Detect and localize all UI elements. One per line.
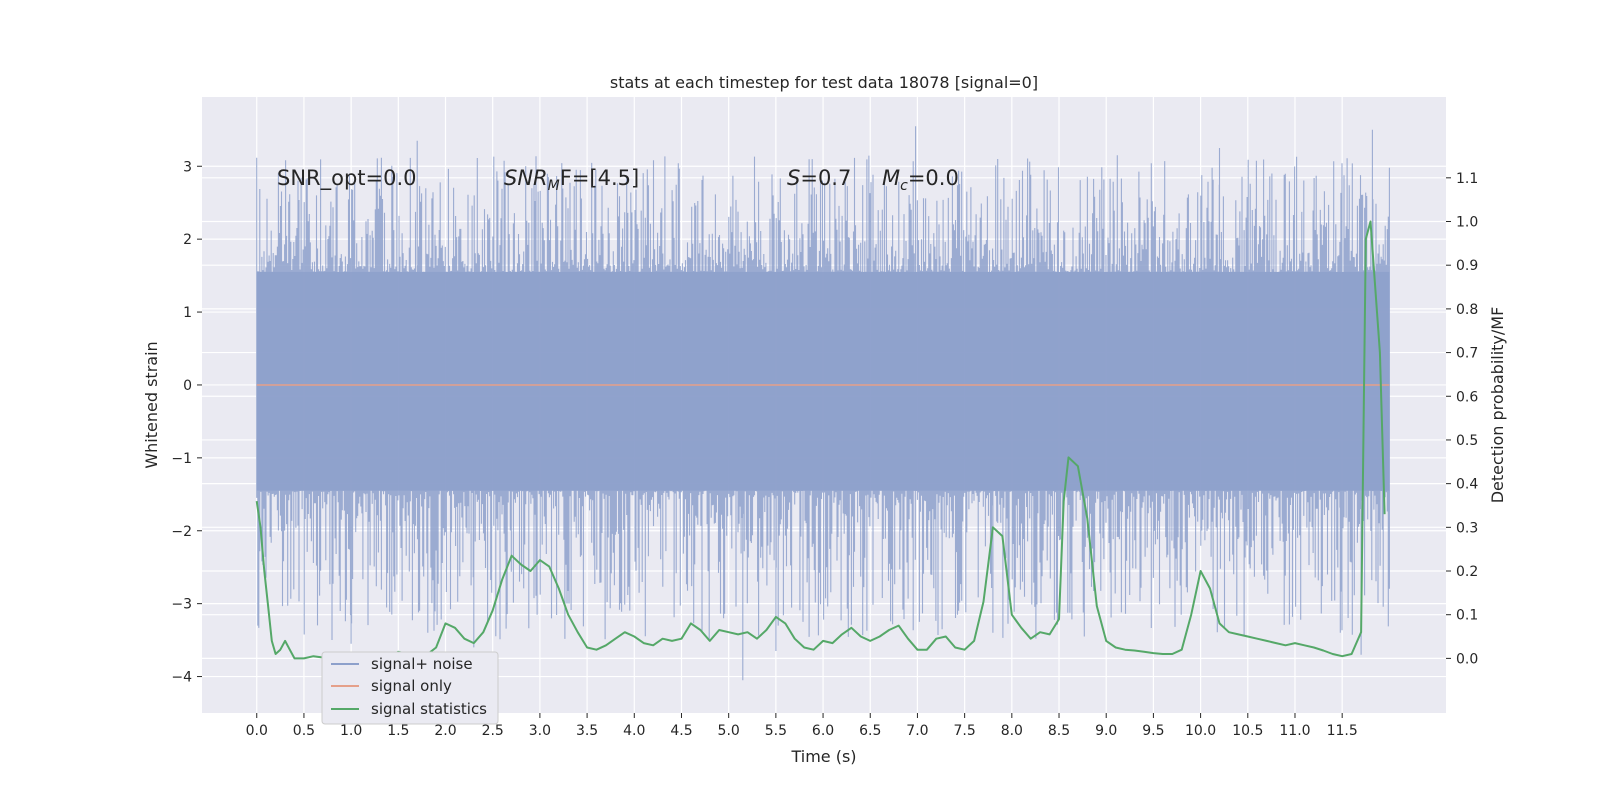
x-tick-label: 4.5	[670, 723, 692, 739]
x-tick-labels: 0.0 0.5 1.0 1.5 2.0 2.5 3.0 3.5 4.0 4.5 5.0 5.5 6.0 6…	[246, 713, 1358, 739]
y-tick-label: −4	[171, 670, 192, 686]
x-tick-label: 1.5	[387, 723, 409, 739]
y2-axis-label: Detection probability/MF	[1488, 307, 1507, 504]
x-tick-label: 11.0	[1279, 723, 1310, 739]
annotation-snr-mf-main: SNR	[504, 166, 548, 190]
x-tick-label: 4.0	[623, 723, 645, 739]
annotation-s: S=0.7	[787, 166, 851, 190]
x-tick-label: 3.0	[529, 723, 551, 739]
y2-tick-label: 0.1	[1456, 608, 1478, 624]
x-tick-label: 0.0	[246, 723, 268, 739]
y2-tick-label: 0.4	[1456, 477, 1478, 493]
x-tick-label: 5.0	[718, 723, 740, 739]
legend: signal+ noise signal only signal statist…	[321, 651, 499, 725]
annotation-snr-mf: SNRMF=[4.5]	[504, 166, 639, 194]
x-tick-label: 1.0	[340, 723, 362, 739]
x-axis-label: Time (s)	[790, 747, 856, 766]
x-tick-label: 6.5	[859, 723, 881, 739]
legend-label-signal-noise: signal+ noise	[371, 655, 473, 673]
y2-tick-label: 0.5	[1456, 433, 1478, 449]
y2-tick-label: 0.2	[1456, 564, 1478, 580]
x-tick-label: 3.5	[576, 723, 598, 739]
y2-tick-label: 0.3	[1456, 520, 1478, 536]
annotation-s-main: S	[787, 166, 800, 190]
annotation-mc-sub: c	[900, 178, 908, 194]
y-tick-label: −1	[171, 451, 192, 467]
y-tick-label: −3	[171, 597, 192, 613]
chart-title: stats at each timestep for test data 180…	[610, 73, 1038, 92]
y-tick-label: 0	[183, 378, 192, 394]
y2-tick-label: 0.9	[1456, 258, 1478, 274]
annotation-snr-mf-rest: F=[4.5]	[560, 166, 639, 190]
x-tick-label: 9.5	[1142, 723, 1164, 739]
x-tick-label: 7.0	[906, 723, 928, 739]
x-tick-label: 6.0	[812, 723, 834, 739]
y-tick-labels: −4 −3 −2 −1 0 1 2 3	[171, 159, 202, 686]
annotation-snr-opt: SNR_opt=0.0	[277, 166, 417, 191]
y-tick-label: 3	[183, 159, 192, 175]
y2-tick-label: 1.0	[1456, 215, 1478, 231]
y2-tick-label: 0.0	[1456, 651, 1478, 667]
annotation-mc-main: M	[882, 166, 900, 190]
noise-trace	[256, 126, 1390, 681]
y-tick-label: −2	[171, 524, 192, 540]
x-tick-label: 5.5	[765, 723, 787, 739]
y2-tick-label: 0.6	[1456, 389, 1478, 405]
x-tick-label: 10.0	[1185, 723, 1216, 739]
y-tick-label: 1	[183, 305, 192, 321]
x-tick-label: 2.5	[482, 723, 504, 739]
x-tick-label: 8.0	[1001, 723, 1023, 739]
annotation-snr-mf-sub: M	[548, 178, 560, 194]
annotation-s-rest: =0.7	[800, 166, 851, 190]
y2-tick-label: 0.7	[1456, 346, 1478, 362]
legend-box	[321, 651, 499, 725]
x-tick-label: 2.0	[434, 723, 456, 739]
annotation-mc-rest: =0.0	[908, 166, 959, 190]
y2-tick-label: 1.1	[1456, 171, 1478, 187]
signal-noise-series	[256, 126, 1390, 681]
x-tick-label: 10.5	[1232, 723, 1263, 739]
y2-tick-label: 0.8	[1456, 302, 1478, 318]
x-tick-label: 11.5	[1327, 723, 1358, 739]
legend-label-signal-only: signal only	[371, 677, 452, 695]
y2-tick-labels: 0.0 0.1 0.2 0.3 0.4 0.5 0.6 0.7 0.8 0.9 1.0 1.1	[1446, 171, 1478, 667]
y-axis-label: Whitened strain	[142, 341, 161, 468]
x-tick-label: 7.5	[954, 723, 976, 739]
annotation-mc: Mc=0.0	[882, 166, 959, 194]
legend-label-signal-statistics: signal statistics	[371, 700, 487, 718]
y-tick-label: 2	[183, 232, 192, 248]
x-tick-label: 9.0	[1095, 723, 1117, 739]
x-tick-label: 8.5	[1048, 723, 1070, 739]
x-tick-label: 0.5	[293, 723, 315, 739]
